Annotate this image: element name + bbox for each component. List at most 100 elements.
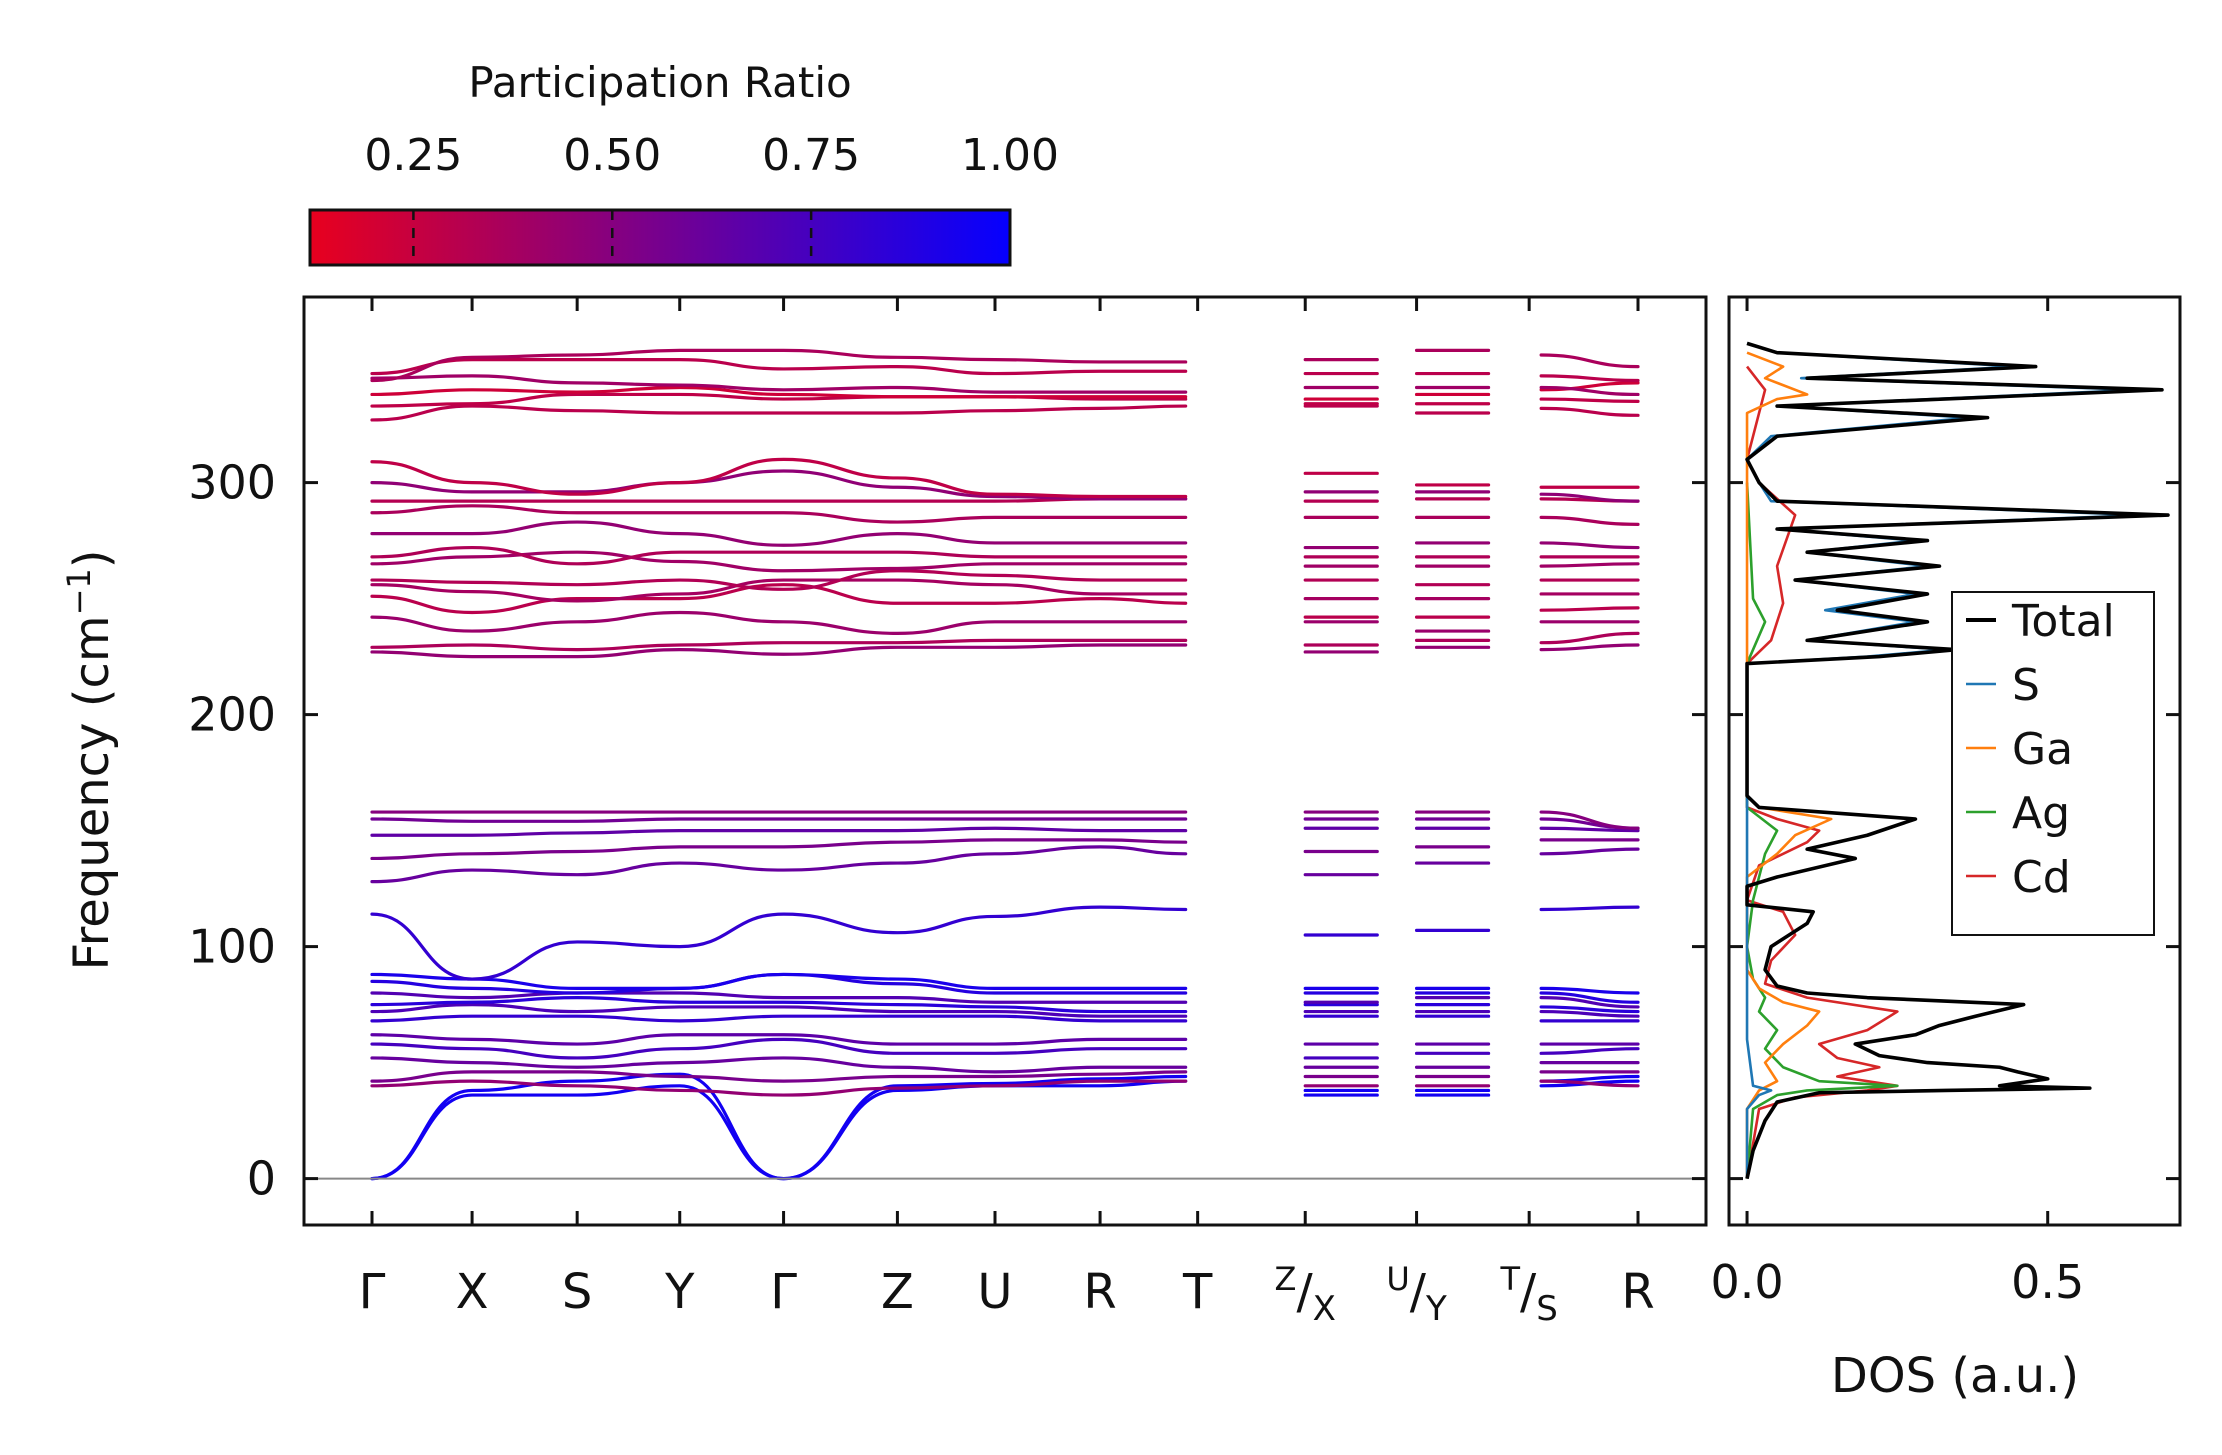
acoustic-optical-low-band-line xyxy=(370,1079,1188,1097)
dos-xtick-label: 0.5 xyxy=(2011,1255,2084,1309)
kpoint-label: X xyxy=(456,1264,489,1320)
kpoint-label: R xyxy=(1083,1264,1116,1320)
acoustic-optical-low-band-line xyxy=(1539,991,1640,1004)
optical-high-band-line xyxy=(370,569,1188,591)
legend-label: Total xyxy=(2011,596,2115,647)
optical-high-band-line xyxy=(370,578,1188,603)
legend-label: Ga xyxy=(2012,724,2073,775)
acoustic-optical-low-band-line xyxy=(370,1037,1188,1060)
band-y-axis-title: Frequency (cm−1) xyxy=(60,549,120,970)
colorbar: Participation Ratio 0.25 0.50 0.75 1.00 xyxy=(308,58,1059,267)
kpoint-label: Y xyxy=(664,1264,695,1320)
optical-high-band-line xyxy=(1539,492,1640,503)
acoustic-optical-low-band-line xyxy=(370,972,1188,990)
colorbar-tick-label: 0.25 xyxy=(364,130,462,181)
acoustic-optical-low-band-line xyxy=(370,996,1188,1014)
acoustic-optical-low-band-line xyxy=(1539,905,1640,912)
optical-high-band-line xyxy=(1539,397,1640,403)
optical-high-band-line xyxy=(370,643,1188,659)
acoustic-optical-low-band-line xyxy=(1539,1079,1640,1088)
dos-legend: Total S Ga Ag Cd xyxy=(1951,591,2155,936)
ylabel-close: ) xyxy=(64,549,120,568)
optical-high-band-line xyxy=(1539,515,1640,526)
optical-high-band-line xyxy=(370,392,1188,408)
band-plot-frame xyxy=(302,295,1708,1227)
optical-high-band-line xyxy=(370,457,1188,499)
acoustic-optical-low-band-line xyxy=(1539,986,1640,995)
colorbar-gradient xyxy=(308,208,1012,267)
kpoint-label: Γ xyxy=(770,1264,797,1320)
kpoint-label: Z/X xyxy=(1275,1260,1336,1329)
band-ytick-label: 200 xyxy=(188,688,276,742)
acoustic-optical-low-band-line xyxy=(370,991,1188,1004)
kpoint-label: T xyxy=(1182,1264,1213,1320)
optical-high-band-line xyxy=(1539,631,1640,645)
optical-high-band-line xyxy=(370,610,1188,636)
optical-high-band-line xyxy=(1539,374,1640,383)
optical-high-band-line xyxy=(370,374,1188,394)
acoustic-optical-low-band-line xyxy=(1539,1047,1640,1055)
colorbar-tick-label: 0.75 xyxy=(762,130,860,181)
optical-high-band-line xyxy=(1539,385,1640,397)
optical-high-band-line xyxy=(1539,643,1640,652)
acoustic-optical-low-band-line xyxy=(370,1056,1188,1074)
dos-plot-frame xyxy=(1727,295,2182,1227)
acoustic-optical-low-band-line xyxy=(370,1070,1188,1083)
legend-label: S xyxy=(2012,660,2040,711)
optical-high-band-line xyxy=(370,550,1188,573)
acoustic-optical-low-band-line xyxy=(370,1072,1188,1181)
legend-box xyxy=(1951,591,2155,936)
acoustic-optical-low-band-line xyxy=(1539,847,1640,856)
dos-x-axis-title: DOS (a.u.) xyxy=(1831,1348,2079,1404)
acoustic-optical-low-band-line xyxy=(1539,1005,1640,1014)
acoustic-optical-low-band-line xyxy=(370,905,1188,981)
legend-label: Ag xyxy=(2012,788,2070,839)
ylabel-unit: −1 xyxy=(60,568,98,615)
band-ytick-label: 300 xyxy=(188,456,276,510)
kpoint-label: T/S xyxy=(1500,1260,1558,1329)
optical-high-band-line xyxy=(1539,381,1640,392)
acoustic-optical-low-band-line xyxy=(370,1033,1188,1046)
acoustic-optical-low-band-line xyxy=(1539,810,1640,830)
optical-high-band-line xyxy=(370,385,1188,399)
acoustic-optical-low-band-line xyxy=(370,817,1188,823)
kpoint-label: S xyxy=(562,1264,592,1320)
optical-high-band-line xyxy=(370,404,1188,422)
kpoint-label: Z xyxy=(881,1264,914,1320)
colorbar-title: Participation Ratio xyxy=(468,58,851,107)
colorbar-tick-label: 1.00 xyxy=(961,130,1059,181)
acoustic-optical-low-band-line xyxy=(370,826,1188,837)
optical-high-band-line xyxy=(370,638,1188,652)
acoustic-optical-low-band-line xyxy=(370,845,1188,884)
acoustic-optical-low-band-line xyxy=(1539,1009,1640,1018)
optical-high-band-line xyxy=(370,545,1188,566)
optical-high-band-line xyxy=(370,348,1188,383)
kpoint-label: U xyxy=(977,1264,1012,1320)
optical-high-band-line xyxy=(1539,353,1640,369)
acoustic-optical-low-band-line xyxy=(1539,996,1640,1009)
acoustic-optical-low-band-line xyxy=(1539,826,1640,833)
optical-high-band-line xyxy=(370,358,1188,376)
optical-high-band-line xyxy=(1539,562,1640,568)
optical-high-band-line xyxy=(1539,406,1640,417)
band-ytick-label: 100 xyxy=(188,920,276,974)
acoustic-optical-low-band-line xyxy=(370,1014,1188,1023)
ylabel-main: Frequency (cm xyxy=(64,615,120,970)
optical-high-band-line xyxy=(370,469,1188,501)
dos-series-ga xyxy=(1745,351,1833,1179)
kpoint-label: U/Y xyxy=(1386,1260,1447,1329)
optical-high-band-line xyxy=(370,504,1188,524)
dos-series-total xyxy=(1745,341,2170,1179)
kpoint-label: Γ xyxy=(359,1264,386,1320)
dos-panel: 0.0 0.5 DOS (a.u.) Total S Ga Ag Cd xyxy=(1710,295,2182,1404)
colorbar-tick-label: 0.50 xyxy=(563,130,661,181)
acoustic-optical-low-band-line xyxy=(370,838,1188,861)
dos-series-cd xyxy=(1745,365,1899,1179)
optical-high-band-line xyxy=(370,520,1188,547)
kpoint-label: R xyxy=(1621,1264,1654,1320)
legend-label: Cd xyxy=(2012,852,2071,903)
optical-high-band-line xyxy=(1539,606,1640,612)
band-structure-panel: 0 100 200 300 Γ X S Y Γ Z U R T Z/X U/Y T/S R Frequency… xyxy=(60,295,1708,1329)
band-ytick-label: 0 xyxy=(247,1152,276,1206)
